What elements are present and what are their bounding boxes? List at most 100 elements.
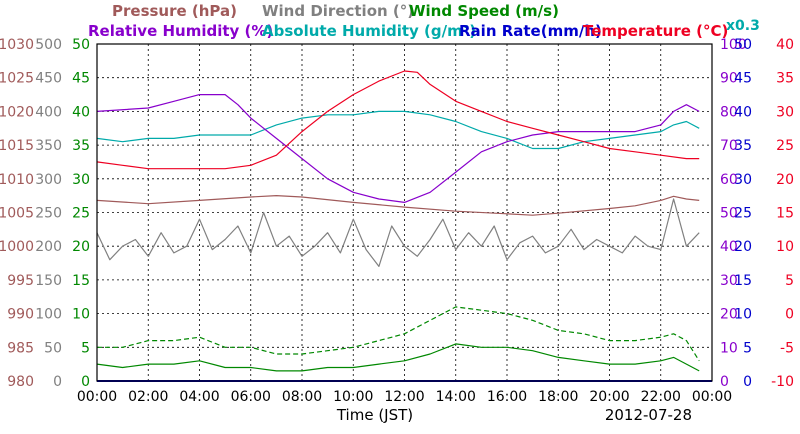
temp-tick-label: -10 bbox=[771, 374, 794, 390]
series-wind_dir bbox=[96, 198, 700, 267]
wind_speed-tick-label: 0 bbox=[81, 374, 90, 390]
wind_speed-tick-label: 25 bbox=[72, 206, 90, 222]
wind_dir-tick-label: 150 bbox=[35, 273, 62, 289]
wind_speed-tick-label: 15 bbox=[72, 273, 90, 289]
x-tick-label: 04:00 bbox=[179, 389, 219, 405]
temp-tick-label: 30 bbox=[776, 104, 794, 120]
legend-temp: Temperature (°C) bbox=[583, 22, 728, 40]
rain-tick-label: 10 bbox=[734, 307, 752, 323]
rh-tick-label: 100 bbox=[720, 37, 747, 53]
wind_speed-tick-label: 10 bbox=[72, 307, 90, 323]
legend: Pressure (hPa) Wind Direction (°)Wind Spe… bbox=[88, 2, 760, 40]
pressure-tick-label: 990 bbox=[7, 307, 34, 323]
wind_dir-tick-label: 50 bbox=[44, 340, 62, 356]
temp-tick-label: 25 bbox=[776, 138, 794, 154]
series-rh bbox=[96, 93, 700, 203]
series-wind_speed bbox=[96, 343, 700, 372]
series-pressure bbox=[96, 195, 700, 216]
rh-tick-label: 50 bbox=[720, 206, 738, 222]
legend-scale-note: x0.3 bbox=[726, 18, 760, 34]
temp-tick-label: 20 bbox=[776, 172, 794, 188]
legend-rh: Relative Humidity (%) bbox=[88, 22, 273, 40]
rain-tick-label: 40 bbox=[734, 104, 752, 120]
rain-tick-label: 15 bbox=[734, 273, 752, 289]
rh-tick-label: 20 bbox=[720, 307, 738, 323]
rh-tick-label: 70 bbox=[720, 138, 738, 154]
series-temp bbox=[96, 70, 700, 170]
rh-tick-label: 0 bbox=[720, 374, 729, 390]
wind_dir-tick-label: 250 bbox=[35, 206, 62, 222]
x-tick-label: 00:00 bbox=[692, 389, 732, 405]
temp-tick-label: 35 bbox=[776, 71, 794, 87]
x-tick-label: 02:00 bbox=[128, 389, 168, 405]
wind_speed-tick-label: 35 bbox=[72, 138, 90, 154]
series-ah bbox=[96, 110, 700, 150]
pressure-tick-label: 1005 bbox=[0, 206, 34, 222]
rh-tick-label: 40 bbox=[720, 239, 738, 255]
legend-wind_dir: Wind Direction (°) bbox=[262, 2, 414, 20]
rh-tick-label: 80 bbox=[720, 104, 738, 120]
rain-tick-label: 30 bbox=[734, 172, 752, 188]
rain-tick-label: 0 bbox=[743, 374, 752, 390]
rh-tick-label: 90 bbox=[720, 71, 738, 87]
rh-tick-label: 10 bbox=[720, 340, 738, 356]
temp-tick-label: 10 bbox=[776, 239, 794, 255]
x-tick-label: 00:00 bbox=[77, 389, 117, 405]
x-tick-label: 08:00 bbox=[282, 389, 322, 405]
wind_speed-tick-label: 45 bbox=[72, 71, 90, 87]
temp-tick-label: 40 bbox=[776, 37, 794, 53]
wind_dir-tick-label: 500 bbox=[35, 37, 62, 53]
x-tick-label: 10:00 bbox=[333, 389, 373, 405]
plot-frame bbox=[96, 43, 713, 382]
rain-tick-label: 20 bbox=[734, 239, 752, 255]
date-label: 2012-07-28 bbox=[605, 406, 692, 424]
legend-ah: Absolute Humidity (g/m³) bbox=[262, 22, 476, 40]
pressure-tick-label: 1015 bbox=[0, 138, 34, 154]
series-wind_gust bbox=[97, 306, 700, 362]
x-tick-label: 16:00 bbox=[487, 389, 527, 405]
temp-tick-label: 0 bbox=[785, 307, 794, 323]
wind_speed-tick-label: 40 bbox=[72, 104, 90, 120]
legend-rain: Rain Rate(mm/h) bbox=[459, 22, 602, 40]
pressure-tick-label: 980 bbox=[7, 374, 34, 390]
wind_speed-tick-label: 20 bbox=[72, 239, 90, 255]
pressure-tick-label: 985 bbox=[7, 340, 34, 356]
grid-lines bbox=[97, 44, 712, 381]
legend-wind_speed: Wind Speed (m/s) bbox=[409, 2, 559, 20]
wind_dir-tick-label: 400 bbox=[35, 104, 62, 120]
pressure-tick-label: 1020 bbox=[0, 104, 34, 120]
tick-labels: 00:00 02:00 04:00 06:00 08:00 10:00 12:00 14:00… bbox=[0, 37, 794, 405]
rain-tick-label: 50 bbox=[734, 37, 752, 53]
wind_dir-tick-label: 200 bbox=[35, 239, 62, 255]
legend-pressure: Pressure (hPa) bbox=[112, 2, 237, 20]
wind_dir-tick-label: 450 bbox=[35, 71, 62, 87]
x-tick-label: 18:00 bbox=[538, 389, 578, 405]
wind_dir-tick-label: 300 bbox=[35, 172, 62, 188]
x-tick-label: 14:00 bbox=[436, 389, 476, 405]
pressure-tick-label: 1025 bbox=[0, 71, 34, 87]
pressure-tick-label: 995 bbox=[7, 273, 34, 289]
temp-tick-label: 15 bbox=[776, 206, 794, 222]
x-tick-label: 22:00 bbox=[641, 389, 681, 405]
rh-tick-label: 60 bbox=[720, 172, 738, 188]
rh-tick-label: 30 bbox=[720, 273, 738, 289]
temp-tick-label: -5 bbox=[780, 340, 794, 356]
rain-tick-label: 25 bbox=[734, 206, 752, 222]
rain-tick-label: 5 bbox=[743, 340, 752, 356]
wind_dir-tick-label: 350 bbox=[35, 138, 62, 154]
temp-tick-label: 5 bbox=[785, 273, 794, 289]
wind_speed-tick-label: 50 bbox=[72, 37, 90, 53]
x-axis-label: Time (JST) bbox=[336, 406, 413, 424]
x-tick-label: 06:00 bbox=[231, 389, 271, 405]
wind_dir-tick-label: 100 bbox=[35, 307, 62, 323]
x-tick-label: 20:00 bbox=[589, 389, 629, 405]
x-tick-label: 12:00 bbox=[384, 389, 424, 405]
wind_speed-tick-label: 5 bbox=[81, 340, 90, 356]
pressure-tick-label: 1000 bbox=[0, 239, 34, 255]
rain-tick-label: 35 bbox=[734, 138, 752, 154]
wind_dir-tick-label: 0 bbox=[53, 374, 62, 390]
wind_speed-tick-label: 30 bbox=[72, 172, 90, 188]
rain-tick-label: 45 bbox=[734, 71, 752, 87]
pressure-tick-label: 1010 bbox=[0, 172, 34, 188]
